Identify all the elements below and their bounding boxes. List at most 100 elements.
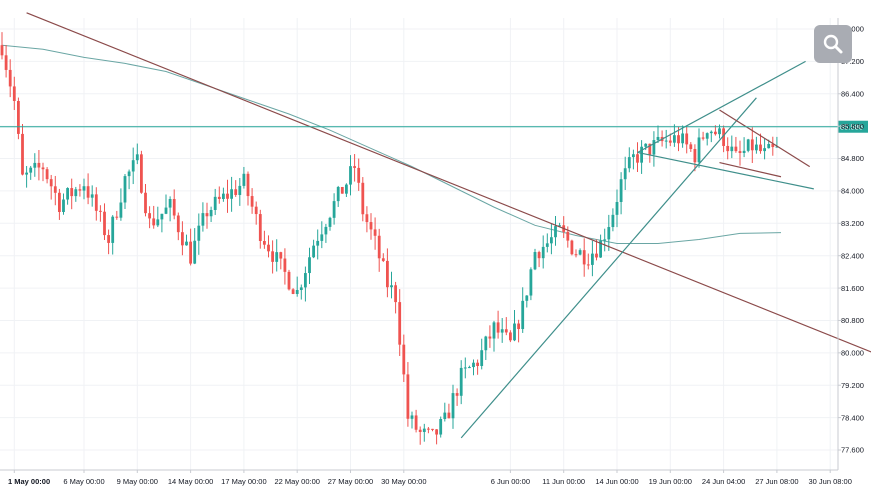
candle-body: [131, 160, 135, 172]
search-button[interactable]: [814, 25, 852, 63]
candle-body: [488, 336, 492, 339]
candle-body: [767, 144, 771, 149]
candle-body: [447, 412, 451, 419]
candle-body: [742, 150, 746, 153]
candle-body: [410, 415, 414, 419]
y-tick-label: 84.000: [841, 187, 864, 196]
candle-body: [668, 140, 672, 143]
candle-body: [435, 429, 438, 435]
y-tick-label: 88.000: [841, 25, 864, 34]
candle-body: [484, 336, 488, 351]
y-axis: 77.600 78.400 79.200 80.000 80.800 81.600 82.4…: [838, 25, 864, 455]
x-tick-label: 27 May 00:00: [328, 477, 373, 486]
candle-body: [640, 146, 643, 163]
candle-body: [664, 140, 668, 142]
candle-body: [443, 412, 447, 420]
candle-body: [119, 202, 123, 218]
candle-body: [480, 350, 484, 366]
candle-body: [390, 285, 393, 288]
x-tick-label: 22 May 00:00: [274, 477, 319, 486]
candle-body: [615, 201, 619, 215]
candle-body: [33, 162, 37, 168]
candle-body: [455, 393, 459, 396]
candle-body: [529, 269, 533, 296]
moving-average-line: [1, 44, 782, 245]
candle-body: [644, 143, 648, 147]
candle-body: [726, 145, 730, 152]
x-tick-label: 14 May 00:00: [168, 477, 213, 486]
x-tick-label: 6 May 00:00: [63, 477, 104, 486]
grid-lines: [0, 18, 838, 470]
candle-body: [636, 154, 639, 163]
candle-body: [373, 229, 377, 236]
candle-body: [0, 45, 4, 56]
candle-body: [775, 146, 779, 148]
candle-body: [513, 323, 516, 341]
candle-body: [62, 199, 65, 213]
candle-body: [586, 264, 590, 266]
candle-body: [439, 419, 443, 435]
candle-body: [709, 131, 713, 134]
candle-body: [599, 240, 602, 258]
candle-body: [340, 187, 344, 194]
candle-body: [353, 166, 356, 168]
candle-body: [595, 253, 598, 258]
candle-body: [103, 211, 106, 236]
candle-body: [738, 151, 742, 153]
candle-body: [25, 172, 28, 175]
candle-body: [718, 128, 721, 135]
candle-body: [275, 252, 279, 262]
candle-body: [172, 199, 176, 216]
candle-body: [558, 225, 561, 227]
trendline-pennant-lower: [719, 162, 782, 178]
candle-body: [656, 136, 660, 141]
candle-body: [271, 251, 274, 262]
candle-body: [127, 171, 131, 177]
candle-body: [17, 100, 20, 134]
x-tick-label: 30 May 00:00: [381, 477, 426, 486]
candle-body: [357, 167, 361, 183]
candle-body: [78, 189, 82, 191]
candle-body: [324, 226, 328, 235]
candle-body: [550, 237, 553, 244]
candle-body: [45, 169, 49, 180]
candle-body: [29, 167, 33, 173]
y-tick-label: 84.800: [841, 154, 864, 163]
candle-body: [418, 429, 422, 433]
candle-body: [66, 188, 69, 200]
candle-body: [607, 227, 611, 240]
candle-body: [82, 186, 86, 191]
candle-body: [697, 137, 701, 163]
candle-body: [677, 135, 680, 144]
candle-body: [582, 250, 586, 265]
candle-body: [123, 176, 127, 203]
candle-body: [86, 186, 90, 198]
candle-body: [685, 133, 689, 145]
candle-body: [8, 69, 12, 87]
candle-body: [451, 393, 455, 419]
candle-body: [230, 189, 233, 199]
x-axis: 1 May 00:00 6 May 00:00 9 May 00:00 14 May …: [8, 470, 852, 486]
candle-body: [193, 240, 197, 264]
current-price-label: 85.586: [840, 123, 863, 132]
candle-body: [578, 250, 582, 255]
candle-body: [140, 154, 143, 193]
candle-body: [611, 214, 615, 228]
candle-body: [632, 154, 635, 158]
y-tick-label: 85.600: [841, 122, 864, 131]
candle-body: [545, 243, 549, 247]
candle-body: [459, 367, 463, 396]
candle-body: [4, 55, 8, 70]
candle-body: [160, 213, 164, 220]
candle-body: [627, 157, 631, 169]
trendline-wedge-lower: [637, 151, 814, 190]
candle-body: [771, 144, 775, 148]
candle-body: [714, 131, 717, 135]
candle-body: [176, 215, 180, 233]
trendline-ascending-support: [460, 97, 757, 439]
candle-body: [394, 285, 397, 303]
candle-body: [197, 225, 201, 241]
candle-body: [463, 367, 467, 369]
candle-body: [377, 235, 381, 259]
